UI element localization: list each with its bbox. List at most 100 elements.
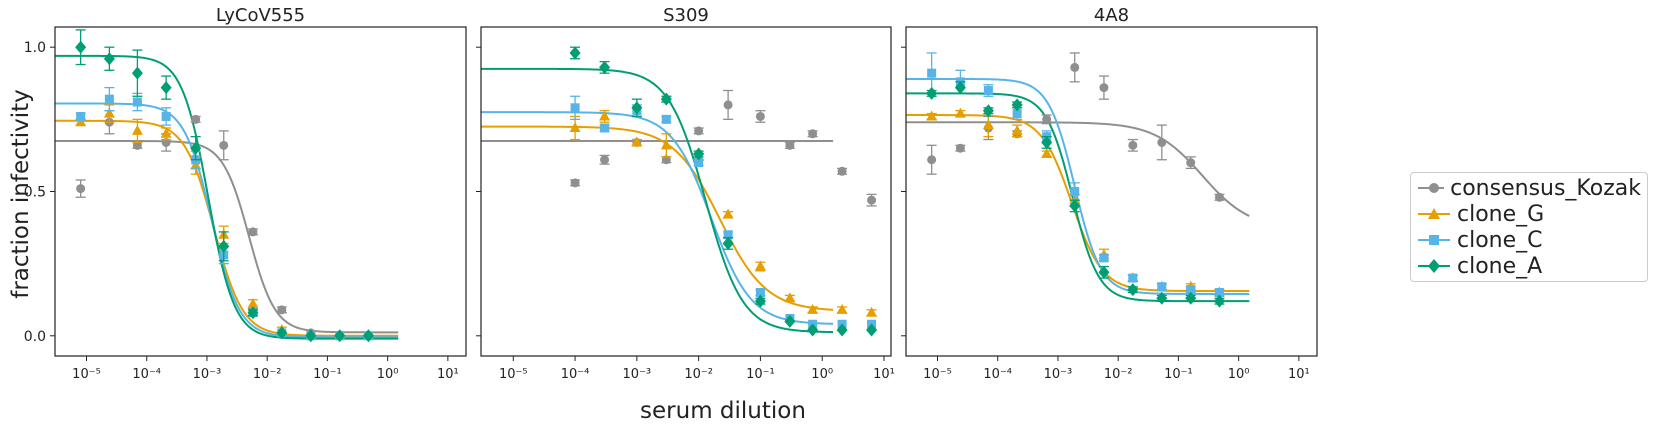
legend-item-clone-g: clone_G (1417, 201, 1641, 227)
data-point-clone-a (631, 101, 643, 115)
panel-title: LyCoV555 (216, 5, 305, 26)
y-tick-label: 0.5 (24, 185, 46, 201)
data-point-consensus-kozak (248, 227, 258, 237)
panel-3: 4A8 10⁻⁵ 10⁻⁴ 10⁻³ 10⁻² 10⁻¹ 10⁰ 10¹ (901, 5, 1318, 382)
data-point-consensus-kozak (955, 143, 965, 153)
data-point-clone-a (305, 329, 317, 343)
fit-curve-clone-g (481, 125, 834, 311)
data-point-clone-c (694, 158, 704, 168)
data-point-clone-a (926, 86, 938, 100)
data-point-clone-a (599, 60, 611, 74)
data-point-consensus-kozak (191, 114, 201, 124)
data-point-consensus-kozak (837, 166, 847, 176)
x-tick-label: 10⁰ (377, 367, 399, 382)
legend-label: consensus_Kozak (1450, 175, 1641, 201)
data-point-clone-a (807, 323, 819, 337)
x-tick-label: 10⁻⁴ (561, 367, 590, 382)
data-point-clone-a (660, 92, 672, 106)
x-tick-label: 10⁻⁴ (983, 367, 1012, 382)
data-point-clone-a (1185, 291, 1197, 305)
data-point-clone-c (1186, 285, 1196, 295)
panel-frame (54, 26, 467, 357)
panel-frame (905, 26, 1318, 357)
data-point-clone-a (362, 329, 374, 343)
legend-key-circle-icon (1418, 183, 1445, 193)
x-tick-label: 10⁻¹ (1164, 367, 1193, 382)
data-point-clone-c (1128, 273, 1138, 283)
x-tick-label: 10¹ (1288, 367, 1310, 382)
legend-key-diamond-icon (1418, 259, 1450, 273)
x-tick-label: 10¹ (873, 367, 895, 382)
data-point-clone-g (807, 303, 819, 314)
legend-label: clone_G (1457, 201, 1545, 227)
y-tick-label: 1.0 (24, 40, 46, 56)
data-point-clone-c (132, 97, 142, 107)
data-point-clone-c (1070, 187, 1080, 196)
x-tick-label: 10⁻³ (193, 367, 222, 382)
fit-curve-clone-a (481, 67, 834, 334)
data-point-clone-c (983, 85, 993, 95)
x-tick-label: 10⁻² (684, 367, 713, 382)
data-point-clone-a (754, 294, 766, 308)
data-point-clone-a (334, 329, 346, 343)
data-point-clone-g (660, 139, 672, 150)
data-point-clone-g (836, 303, 848, 314)
data-point-clone-c (600, 123, 610, 133)
data-point-consensus-kozak (219, 140, 229, 150)
data-point-consensus-kozak (723, 100, 733, 110)
data-point-consensus-kozak (570, 178, 580, 188)
y-axis-label: fraction infectivity (8, 89, 34, 299)
data-point-consensus-kozak (785, 140, 795, 150)
data-point-clone-g (599, 110, 611, 121)
panel-2: S309 10⁻⁵ 10⁻⁴ 10⁻³ 10⁻² 10⁻¹ 10⁰ 10¹ (476, 5, 895, 382)
data-point-clone-a (1041, 135, 1053, 149)
data-point-clone-a (1213, 294, 1225, 308)
data-point-clone-g (160, 127, 172, 138)
y-tick-label: 0.0 (24, 329, 46, 345)
data-point-clone-g (103, 107, 115, 118)
data-point-clone-a (784, 314, 796, 328)
data-point-clone-a (1011, 98, 1023, 112)
data-point-clone-a (190, 141, 202, 155)
data-point-consensus-kozak (1128, 140, 1138, 150)
data-point-clone-g (1041, 147, 1053, 158)
data-point-consensus-kozak (755, 111, 765, 121)
data-point-clone-c (570, 103, 580, 113)
data-point-clone-c (104, 94, 114, 104)
legend-item-consensus-kozak: consensus_Kozak (1417, 175, 1641, 201)
x-tick-label: 10⁻⁵ (923, 367, 952, 382)
legend-item-clone-a: clone_A (1417, 253, 1641, 279)
x-tick-label: 10⁻¹ (313, 367, 342, 382)
data-point-clone-c (161, 111, 171, 121)
x-tick-label: 10⁰ (1228, 367, 1250, 382)
data-point-clone-g (754, 260, 766, 271)
data-point-clone-g (982, 119, 994, 130)
data-point-clone-a (103, 52, 115, 66)
data-point-clone-c (1012, 109, 1022, 119)
data-point-clone-g (1011, 124, 1023, 135)
fit-curve-clone-c (55, 102, 399, 339)
legend-label: clone_A (1457, 253, 1543, 279)
data-point-consensus-kozak (1042, 114, 1052, 124)
x-tick-label: 10⁰ (811, 367, 833, 382)
legend-key-square-icon (1418, 235, 1450, 245)
x-tick-label: 10⁻⁵ (499, 367, 528, 382)
data-point-clone-a (1127, 283, 1139, 297)
data-point-consensus-kozak (867, 195, 877, 205)
data-point-consensus-kozak (808, 129, 818, 139)
data-point-clone-g (631, 136, 643, 147)
data-point-clone-a (836, 323, 848, 337)
data-point-clone-a (982, 104, 994, 118)
data-point-clone-g (569, 122, 581, 133)
x-tick-label: 10⁻⁴ (132, 367, 161, 382)
legend-item-clone-c: clone_C (1417, 227, 1641, 253)
data-point-clone-g (247, 298, 259, 309)
data-point-clone-c (1099, 253, 1109, 263)
data-point-clone-g (75, 116, 87, 127)
data-point-consensus-kozak (76, 184, 86, 194)
x-tick-label: 10⁻³ (623, 367, 652, 382)
data-point-clone-g (722, 208, 734, 219)
data-point-clone-a (722, 236, 734, 250)
data-point-clone-g (954, 107, 966, 118)
